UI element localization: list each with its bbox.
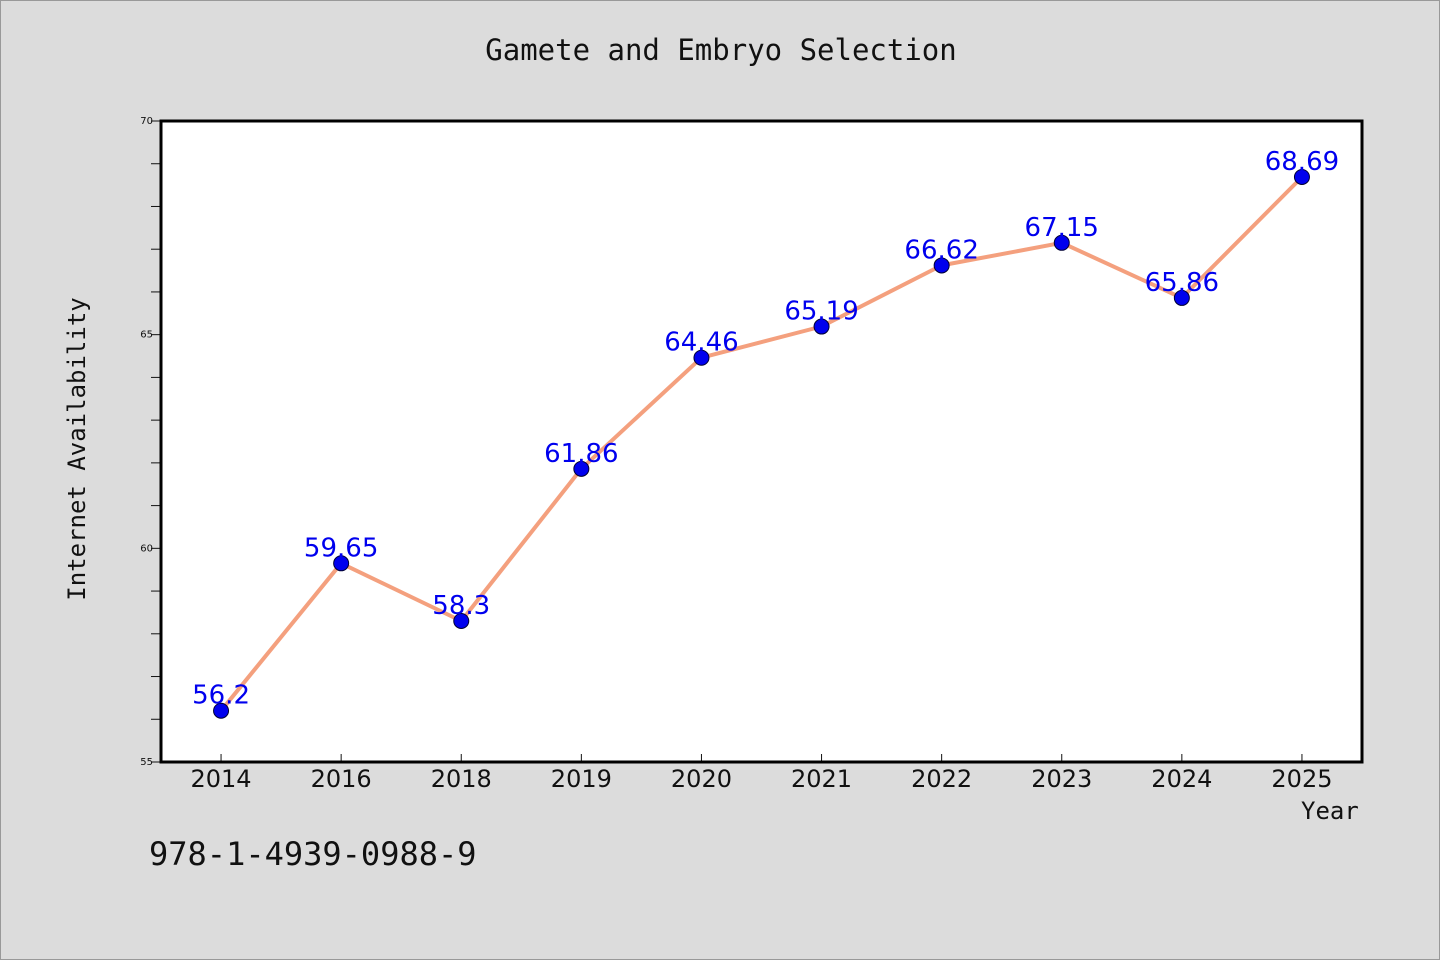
data-point bbox=[573, 460, 590, 477]
x-tick-label: 2016 bbox=[311, 765, 372, 793]
data-point bbox=[933, 257, 950, 274]
x-tick-label: 2014 bbox=[191, 765, 252, 793]
x-tick-label: 2024 bbox=[1151, 765, 1212, 793]
data-point bbox=[333, 555, 350, 572]
y-tick-label: 70 bbox=[140, 116, 153, 127]
data-label: 68.69 bbox=[1265, 147, 1339, 177]
data-point bbox=[813, 318, 830, 335]
data-label: 56.2 bbox=[192, 681, 250, 711]
y-tick-label: 60 bbox=[140, 543, 153, 554]
data-label: 64.46 bbox=[664, 328, 738, 358]
data-point bbox=[693, 349, 710, 366]
data-label: 65.19 bbox=[784, 297, 858, 327]
x-tick-label: 2018 bbox=[431, 765, 492, 793]
x-tick-label: 2025 bbox=[1271, 765, 1332, 793]
data-point bbox=[1293, 168, 1310, 185]
x-tick-label: 2022 bbox=[911, 765, 972, 793]
data-label: 65.86 bbox=[1145, 268, 1219, 298]
x-tick-label: 2021 bbox=[791, 765, 852, 793]
data-label: 67.15 bbox=[1025, 213, 1099, 243]
data-label: 59.65 bbox=[304, 533, 378, 563]
data-point bbox=[213, 702, 230, 719]
y-tick-label: 65 bbox=[140, 330, 153, 341]
series-line bbox=[219, 175, 1304, 713]
x-tick-label: 2020 bbox=[671, 765, 732, 793]
y-tick-label: 55 bbox=[140, 757, 153, 768]
chart-title: Gamete and Embryo Selection bbox=[485, 33, 957, 67]
data-label: 66.62 bbox=[904, 235, 978, 265]
x-tick-label: 2023 bbox=[1031, 765, 1092, 793]
data-point bbox=[1053, 234, 1070, 251]
data-label: 61.86 bbox=[544, 439, 618, 469]
plot-frame bbox=[159, 119, 1364, 764]
data-point bbox=[1173, 289, 1190, 306]
isbn-text: 978-1-4939-0988-9 bbox=[149, 835, 477, 873]
data-point bbox=[453, 612, 470, 629]
data-label: 58.3 bbox=[432, 591, 490, 621]
x-tick-label: 2019 bbox=[551, 765, 612, 793]
plot-background bbox=[161, 121, 1362, 762]
x-axis-label: Year bbox=[1301, 797, 1359, 825]
